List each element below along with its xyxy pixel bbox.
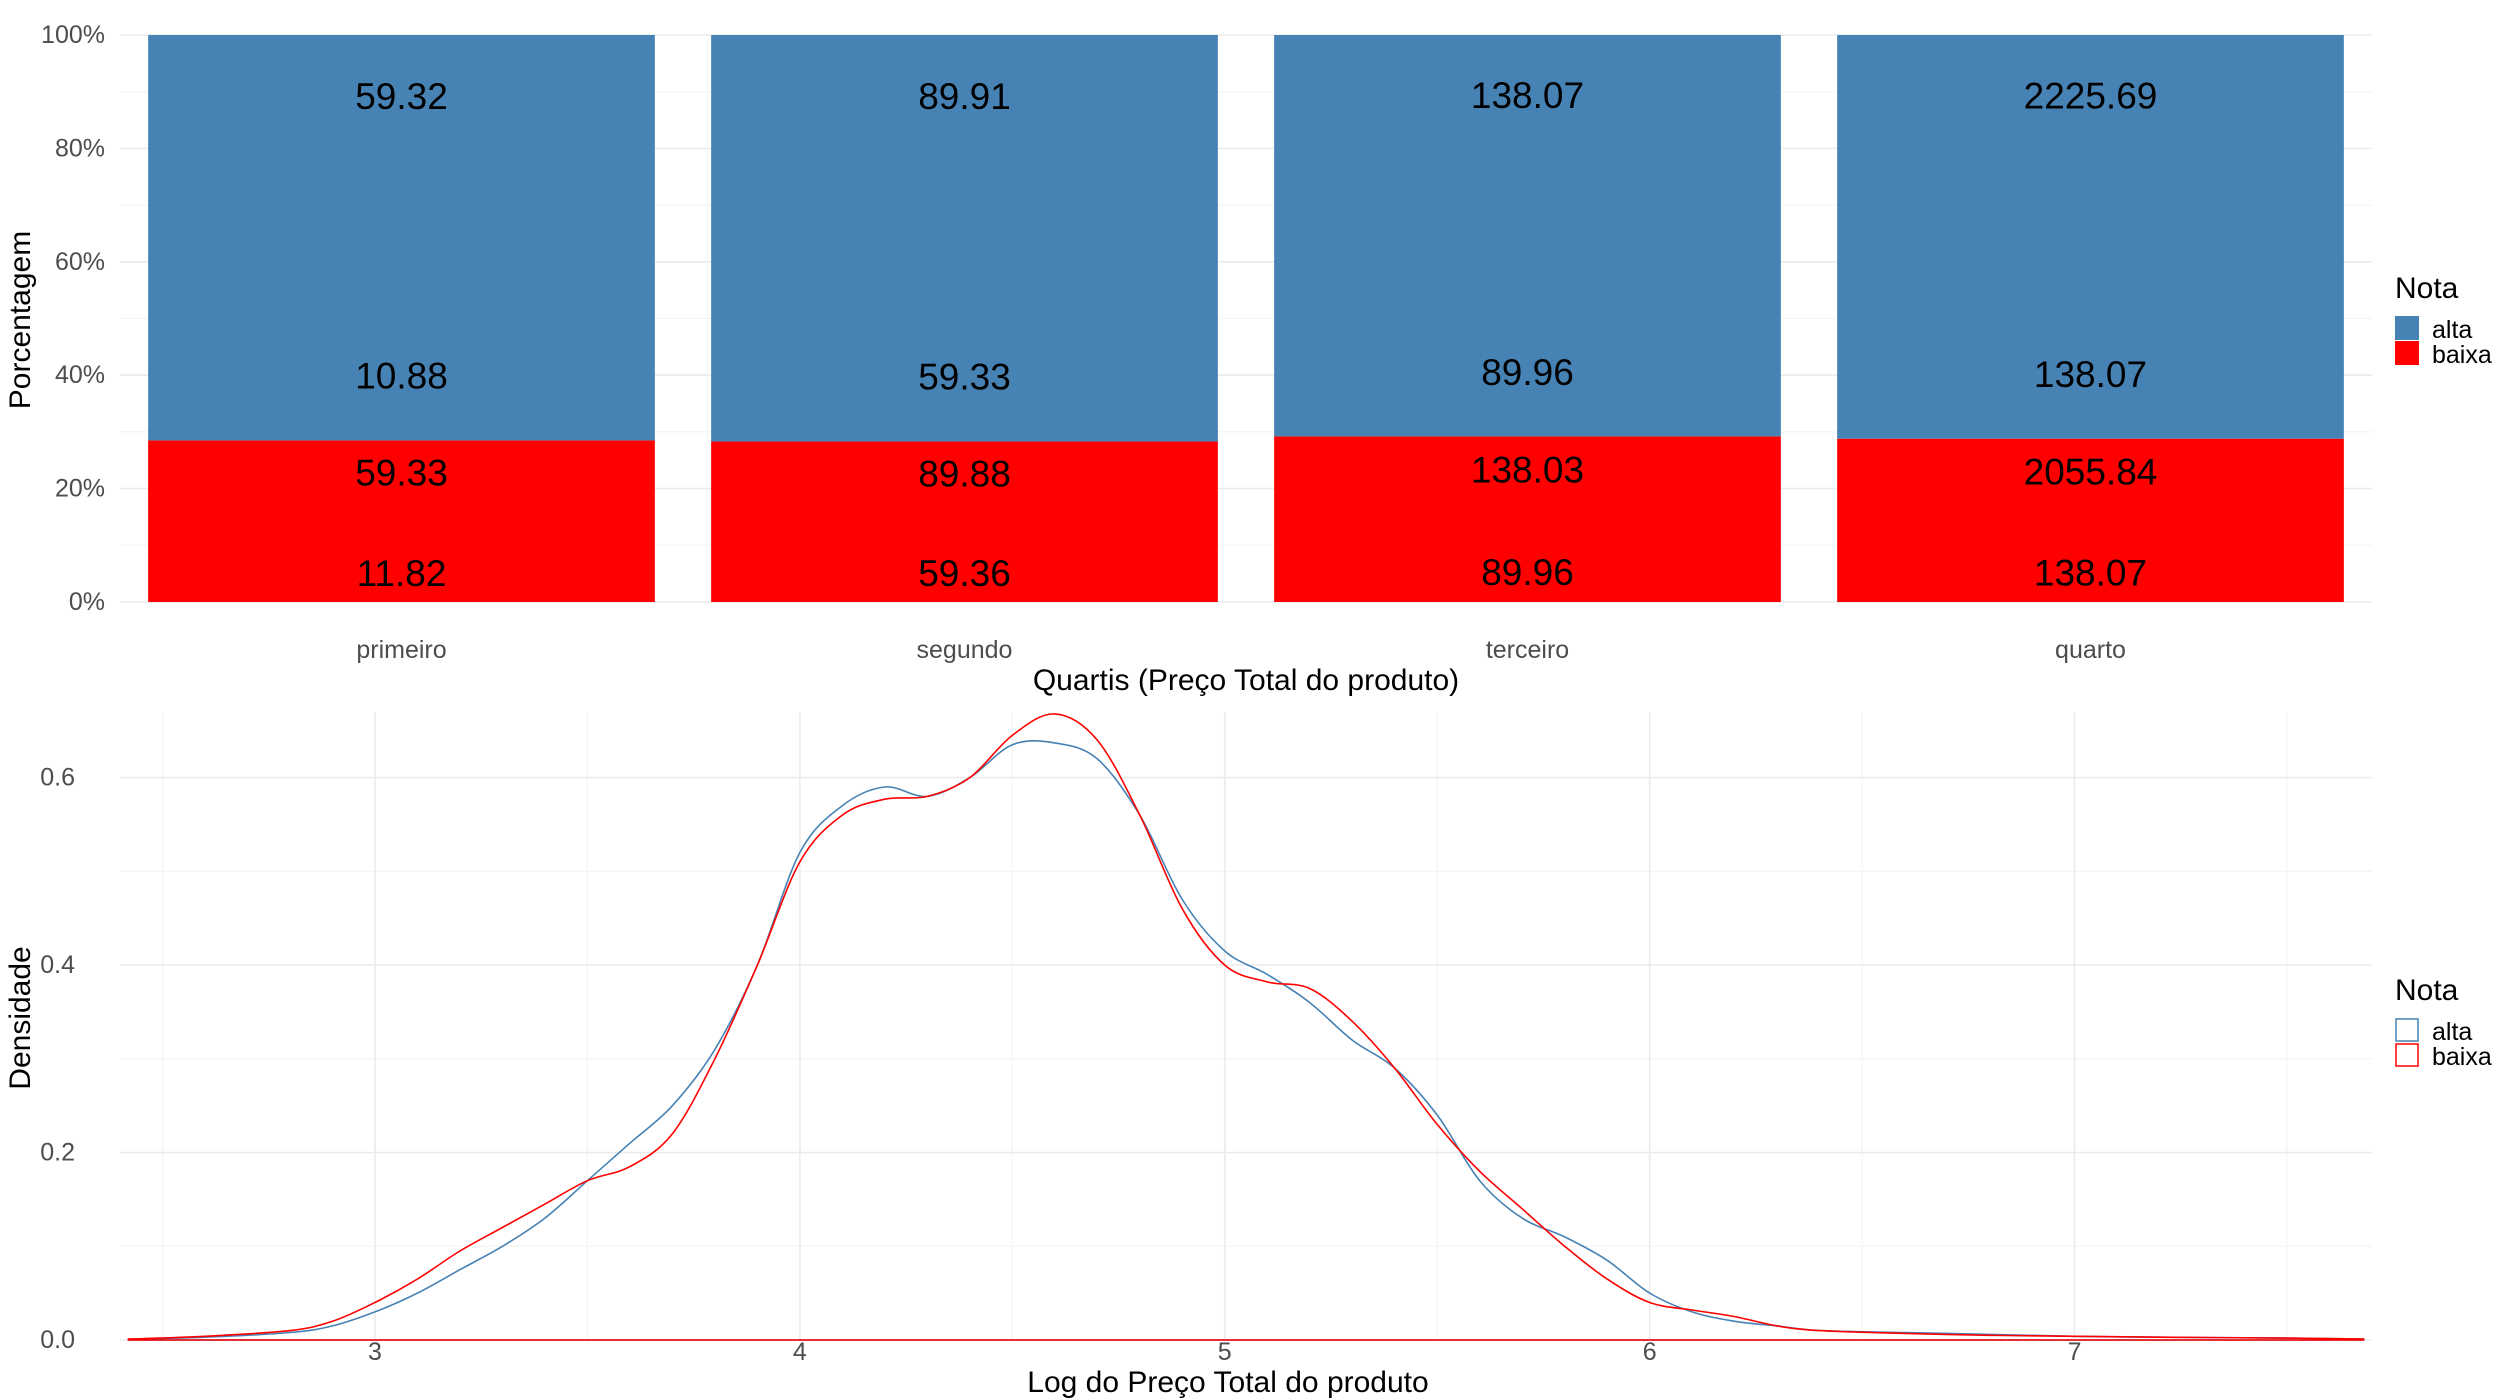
density-line-alta — [127, 740, 2365, 1341]
density-lines — [127, 713, 2365, 1341]
density-y-ticks: 0.0 0.2 0.4 0.6 — [40, 764, 75, 1354]
bar-legend: Nota alta baixa — [2395, 272, 2492, 369]
bar-legend-label-baixa: baixa — [2432, 341, 2492, 369]
bar-baixa — [711, 441, 1218, 602]
bar-y-tick-label: 100% — [41, 21, 105, 49]
density-legend-swatch-baixa — [2395, 1043, 2419, 1067]
bar-y-tick-label: 80% — [55, 134, 105, 162]
bar-value-label: 138.07 — [1471, 75, 1584, 116]
bar-value-label: 11.82 — [357, 553, 447, 594]
bar-y-tick-label: 60% — [55, 248, 105, 276]
bar-y-ticks: 0% 20% 40% 60% 80% 100% — [41, 21, 105, 616]
bar-chart-panel: 11.82 59.33 10.88 59.32 59.36 89.88 59.33 89.91… — [4, 21, 2492, 697]
bar-value-label: 2225.69 — [2024, 76, 2158, 117]
density-x-axis-title: Log do Preço Total do produto — [1027, 1366, 1428, 1399]
density-grid — [120, 712, 2372, 1341]
density-y-tick-label: 0.2 — [40, 1139, 75, 1167]
density-chart-panel: 0.0 0.2 0.4 0.6 3 4 5 6 7 Log do Preço Total do… — [4, 712, 2492, 1399]
bar-x-tick-label: terceiro — [1486, 636, 1569, 664]
bar-x-tick-label: primeiro — [356, 636, 446, 664]
bar-x-tick-label: segundo — [917, 636, 1013, 664]
density-x-tick-label: 3 — [368, 1338, 382, 1366]
density-legend: Nota alta baixa — [2395, 974, 2492, 1071]
bar-value-label: 89.96 — [1481, 552, 1574, 593]
bar-baixa — [1274, 436, 1781, 602]
density-legend-title: Nota — [2395, 974, 2459, 1007]
density-x-tick-label: 5 — [1218, 1338, 1232, 1366]
bar-legend-label-alta: alta — [2432, 316, 2472, 344]
bar-value-label: 59.36 — [918, 553, 1011, 594]
density-y-tick-label: 0.4 — [40, 951, 75, 979]
bar-value-label: 59.33 — [918, 356, 1011, 397]
density-y-tick-label: 0.6 — [40, 764, 75, 792]
density-x-ticks: 3 4 5 6 7 — [368, 1338, 2082, 1366]
density-legend-label-baixa: baixa — [2432, 1043, 2492, 1071]
bar-value-label: 138.07 — [2034, 553, 2147, 594]
bar-x-ticks: primeiro segundo terceiro quarto — [356, 636, 2126, 664]
density-legend-swatch-alta — [2395, 1018, 2419, 1042]
bar-value-label: 10.88 — [355, 356, 448, 397]
bar-alta — [1837, 35, 2344, 439]
bar-value-label: 138.03 — [1471, 450, 1584, 491]
bar-alta — [711, 35, 1218, 442]
density-x-tick-label: 7 — [2068, 1338, 2082, 1366]
bar-alta — [148, 35, 655, 441]
bar-value-label: 59.33 — [355, 453, 448, 494]
bar-alta — [1274, 35, 1781, 437]
bar-value-label: 59.32 — [355, 76, 448, 117]
bar-legend-swatch-baixa — [2395, 341, 2419, 365]
bar-value-labels: 11.82 59.33 10.88 59.32 59.36 89.88 59.33 89.91… — [355, 75, 2157, 594]
density-y-tick-label: 0.0 — [40, 1326, 75, 1354]
density-line-baixa — [127, 713, 2365, 1341]
bar-value-label: 89.88 — [918, 454, 1011, 495]
bar-value-label: 89.91 — [918, 76, 1011, 117]
bar-y-axis-title: Porcentagem — [4, 231, 37, 409]
bar-y-tick-label: 0% — [69, 588, 105, 616]
bar-baixa — [1837, 438, 2344, 602]
bar-value-label: 2055.84 — [2024, 451, 2158, 492]
density-x-tick-label: 6 — [1643, 1338, 1657, 1366]
bar-x-tick-label: quarto — [2055, 636, 2126, 664]
bar-baixa — [148, 440, 655, 602]
bar-legend-swatch-alta — [2395, 316, 2419, 340]
bar-y-tick-label: 20% — [55, 475, 105, 503]
bar-rects — [148, 35, 2344, 602]
bar-y-tick-label: 40% — [55, 361, 105, 389]
bar-x-axis-title: Quartis (Preço Total do produto) — [1033, 664, 1459, 697]
bar-legend-title: Nota — [2395, 272, 2459, 305]
density-x-tick-label: 4 — [793, 1338, 807, 1366]
bar-value-label: 89.96 — [1481, 352, 1574, 393]
bar-value-label: 138.07 — [2034, 354, 2147, 395]
density-y-axis-title: Densidade — [4, 946, 37, 1089]
density-legend-label-alta: alta — [2432, 1018, 2472, 1046]
